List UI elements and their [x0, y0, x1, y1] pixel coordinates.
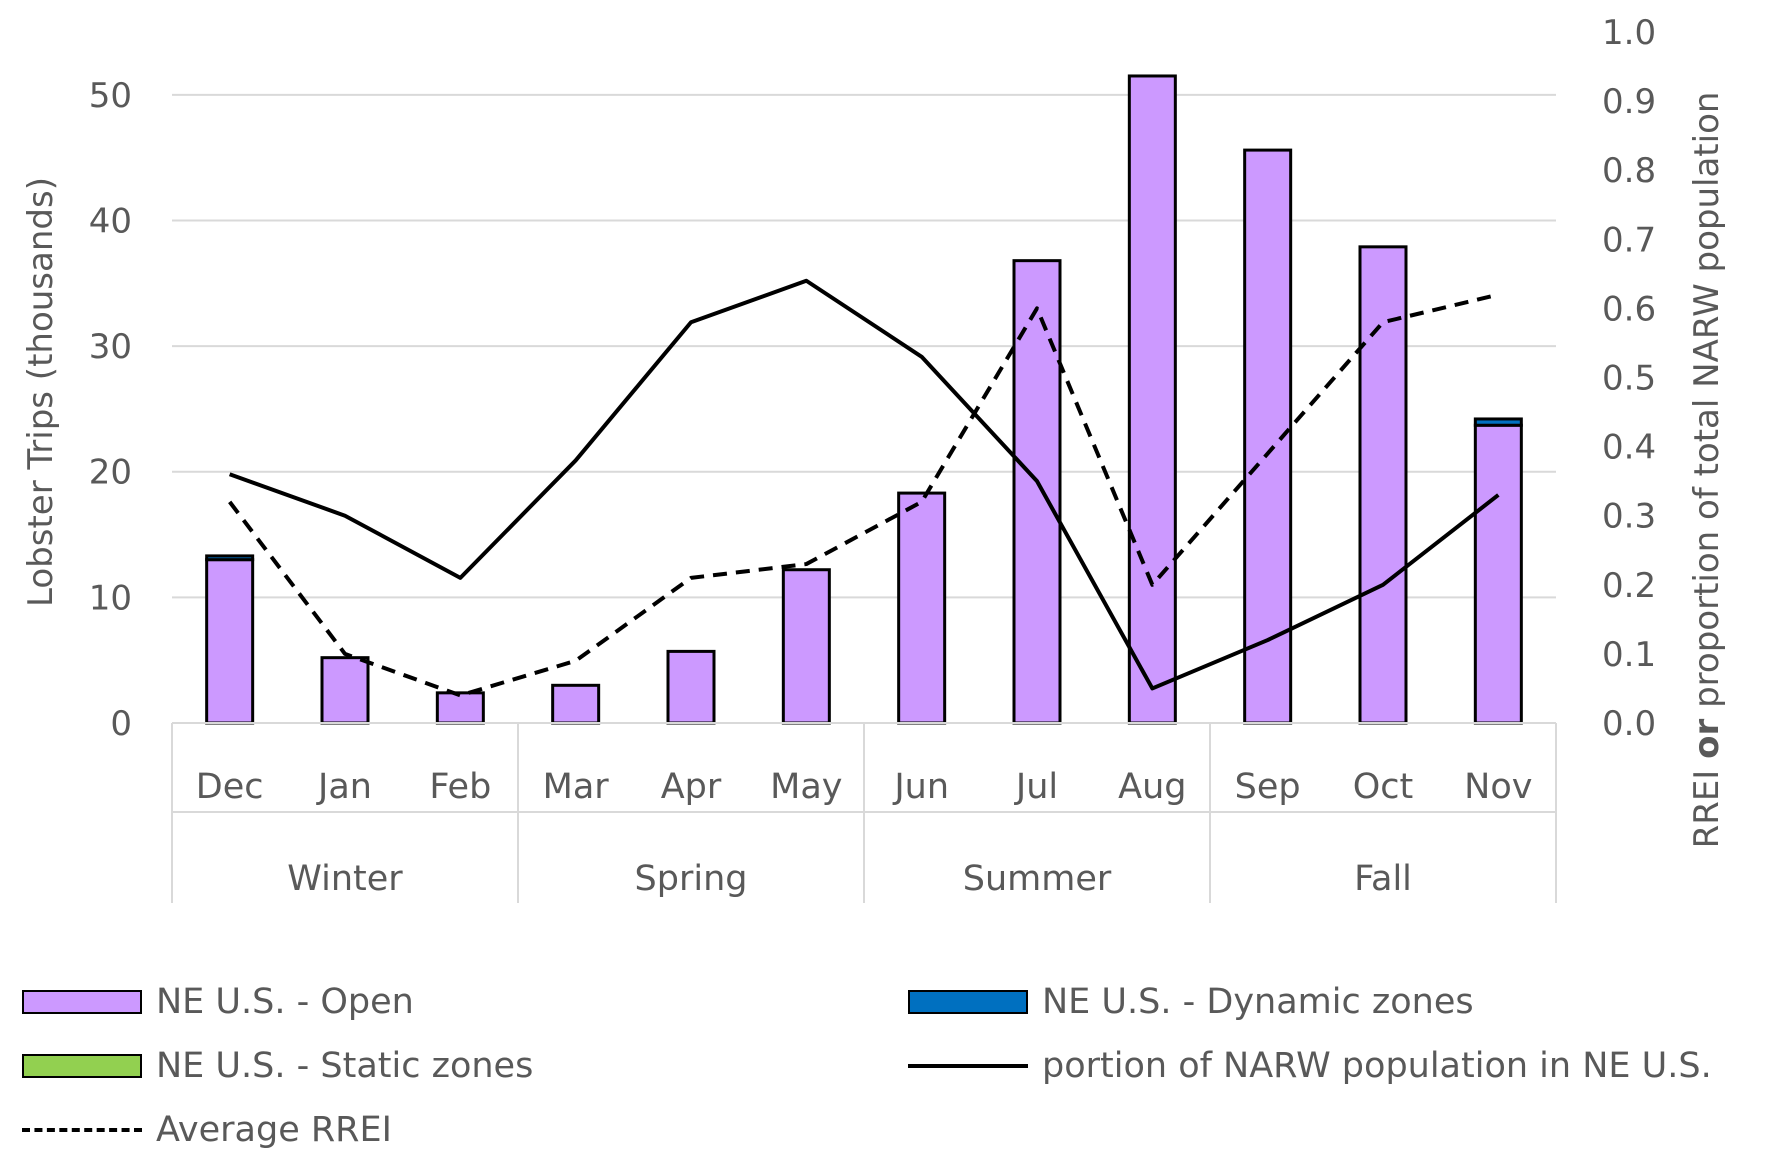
y2-tick-0.4: 0.4: [1602, 428, 1656, 468]
y-tick-30: 30: [89, 327, 132, 367]
x-tick-nov: Nov: [1464, 767, 1532, 807]
x-tick-feb: Feb: [429, 767, 491, 807]
season-label-winter: Winter: [287, 859, 403, 899]
y-axis-label: Lobster Trips (thousands): [21, 177, 61, 607]
legend-swatch-static: [22, 1054, 142, 1078]
legend-label-static: NE U.S. - Static zones: [156, 1046, 534, 1086]
y2-tick-0.6: 0.6: [1602, 289, 1656, 329]
x-tick-jun: Jun: [892, 767, 949, 807]
y2-tick-0.1: 0.1: [1602, 635, 1656, 675]
y2-axis-label-or: or: [1687, 718, 1727, 758]
bar-jun-open: [897, 491, 947, 725]
bar-jan-open: [320, 656, 370, 725]
legend-swatch-rrei-line: [22, 1128, 142, 1132]
x-tick-oct: Oct: [1353, 767, 1414, 807]
legend-swatch-narw-line: [908, 1064, 1028, 1068]
y2-tick-0.9: 0.9: [1602, 82, 1656, 122]
y-tick-50: 50: [89, 76, 132, 116]
y2-tick-0.8: 0.8: [1602, 151, 1656, 191]
bar-mar-open: [551, 683, 601, 725]
bar-may-open: [781, 568, 831, 725]
legend-item-open: NE U.S. - Open: [22, 982, 414, 1022]
y-tick-0: 0: [110, 704, 132, 744]
bar-aug-open: [1127, 74, 1177, 725]
bar-dec-open: [205, 558, 255, 725]
y2-tick-0.3: 0.3: [1602, 497, 1656, 537]
right-axis: 0.0 0.1 0.2 0.3 0.4 0.5 0.6 0.7 0.8 0.9 1.0: [1602, 13, 1656, 744]
bars: [205, 74, 1523, 725]
y-tick-20: 20: [89, 453, 132, 493]
season-label-summer: Summer: [963, 859, 1112, 899]
line-narw-portion: [228, 278, 1500, 691]
bar-jul-open: [1012, 259, 1062, 725]
y-tick-10: 10: [89, 578, 132, 618]
legend-label-rrei: Average RREI: [156, 1110, 392, 1150]
series-lines: [228, 278, 1500, 698]
y2-axis-label-part-1: RREI: [1687, 759, 1727, 849]
x-tick-dec: Dec: [196, 767, 264, 807]
x-tick-may: May: [770, 767, 842, 807]
y2-tick-0.0: 0.0: [1602, 704, 1656, 744]
legend-item-rrei: Average RREI: [22, 1110, 392, 1150]
legend-swatch-open: [22, 990, 142, 1014]
y2-axis-label: RREI or proportion of total NARW populat…: [1687, 92, 1727, 849]
bar-nov-open: [1473, 423, 1523, 725]
x-axis: Dec Jan Feb Mar Apr May Jun Jul Aug Sep Oct Nov Wint…: [171, 722, 1557, 903]
legend-label-open: NE U.S. - Open: [156, 982, 414, 1022]
bar-oct-open: [1358, 245, 1408, 725]
bar-nov-dynamic-zones: [1473, 417, 1523, 427]
legend-label-dynamic: NE U.S. - Dynamic zones: [1042, 982, 1474, 1022]
line-average-rrei: [228, 292, 1499, 698]
y2-tick-0.2: 0.2: [1602, 566, 1656, 606]
y2-tick-0.7: 0.7: [1602, 220, 1656, 260]
legend-label-narw: portion of NARW population in NE U.S.: [1042, 1046, 1712, 1086]
x-tick-jul: Jul: [1014, 767, 1058, 807]
x-tick-sep: Sep: [1235, 767, 1301, 807]
x-tick-aug: Aug: [1118, 767, 1186, 807]
y2-tick-1.0: 1.0: [1602, 13, 1656, 53]
legend-swatch-dynamic: [908, 990, 1028, 1014]
x-tick-jan: Jan: [316, 767, 372, 807]
bar-dec-dynamic-zones: [205, 554, 255, 562]
bar-apr-open: [666, 649, 716, 725]
x-tick-apr: Apr: [661, 767, 722, 807]
left-axis: 0 10 20 30 40 50: [89, 76, 132, 744]
y2-axis-label-part-2: proportion of total NARW population: [1687, 92, 1727, 719]
y-tick-40: 40: [89, 201, 132, 241]
legend-item-narw: portion of NARW population in NE U.S.: [908, 1046, 1712, 1086]
x-tick-mar: Mar: [543, 767, 610, 807]
season-label-fall: Fall: [1354, 859, 1412, 899]
y2-tick-0.5: 0.5: [1602, 359, 1656, 399]
season-label-spring: Spring: [635, 859, 748, 899]
bar-feb-open: [435, 691, 485, 725]
legend-item-dynamic: NE U.S. - Dynamic zones: [908, 982, 1474, 1022]
legend-item-static: NE U.S. - Static zones: [22, 1046, 533, 1086]
gridlines: [172, 93, 1556, 599]
